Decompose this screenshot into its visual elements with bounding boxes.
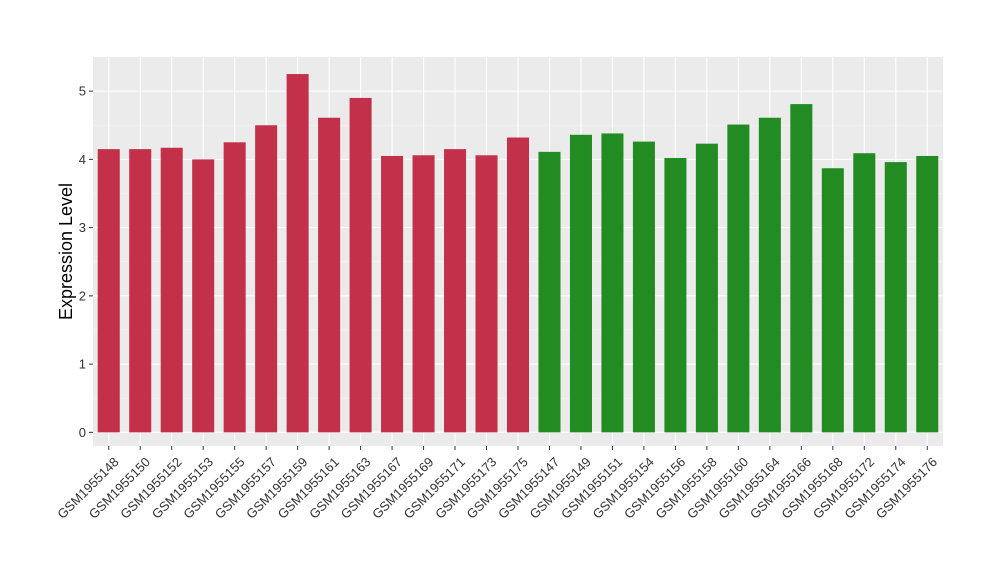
bar (601, 133, 624, 433)
bar (727, 124, 750, 433)
bar (444, 149, 467, 433)
y-tick-label: 0 (79, 425, 86, 440)
y-axis: 0 1 2 3 4 5 (79, 84, 93, 440)
bars (97, 74, 939, 433)
y-tick-label: 5 (79, 84, 86, 99)
bar (695, 143, 718, 433)
bar (790, 104, 813, 433)
bar (569, 134, 592, 433)
bar (538, 151, 561, 433)
y-tick-label: 4 (79, 152, 86, 167)
bar (632, 141, 655, 433)
bar (664, 158, 687, 433)
bar (853, 153, 876, 433)
bar (349, 97, 372, 433)
bar (192, 159, 215, 433)
bar (318, 117, 341, 433)
bar (255, 125, 278, 433)
y-tick-label: 3 (79, 220, 86, 235)
bar (884, 162, 907, 433)
bar (506, 137, 530, 433)
bar (223, 142, 246, 433)
bar (758, 117, 781, 433)
bar (286, 74, 309, 433)
bar (821, 168, 844, 433)
bar (412, 155, 435, 433)
y-tick-label: 2 (79, 288, 86, 303)
x-axis: GSM1955148GSM1955150GSM1955152GSM1955153… (54, 446, 940, 522)
bar (129, 149, 152, 433)
bar (475, 155, 498, 433)
bar (160, 147, 183, 433)
bar (916, 155, 939, 433)
y-tick-label: 1 (79, 357, 86, 372)
bar (381, 155, 404, 433)
bar (97, 149, 120, 433)
y-axis-title: Expression Level (56, 183, 76, 320)
